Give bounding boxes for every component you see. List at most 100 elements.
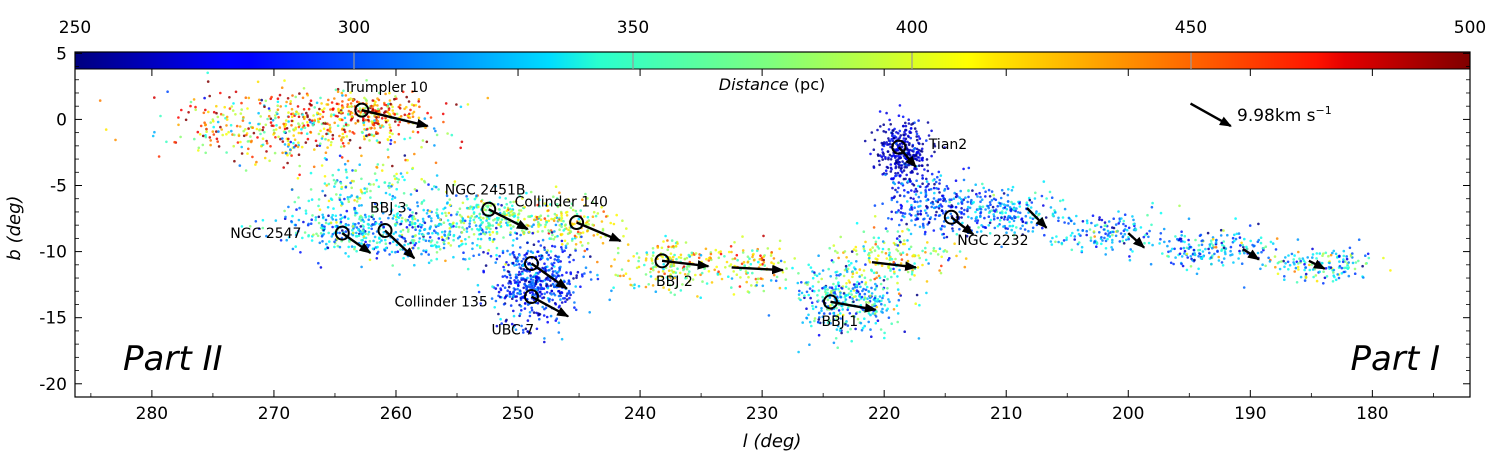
star-point [433, 229, 436, 232]
star-point [829, 322, 832, 325]
star-point [573, 301, 576, 304]
star-point [1197, 254, 1200, 258]
star-point [545, 251, 549, 254]
colorbar [74, 51, 1471, 70]
star-point [544, 265, 547, 269]
star-point [413, 152, 416, 156]
star-point [412, 104, 416, 107]
star-point [975, 230, 979, 234]
star-point [285, 100, 288, 104]
star-point [894, 172, 897, 175]
star-point [472, 218, 476, 222]
star-point [1055, 235, 1058, 238]
star-point [497, 312, 500, 316]
star-point [422, 233, 425, 237]
star-point [861, 326, 865, 330]
star-point [440, 235, 444, 239]
star-point [1124, 224, 1127, 228]
star-point [626, 243, 630, 246]
star-point [220, 128, 223, 131]
star-point [854, 249, 858, 252]
star-point [399, 230, 403, 233]
star-point [746, 271, 750, 275]
star-point [1104, 239, 1108, 243]
star-point [927, 134, 931, 137]
star-point [366, 115, 370, 118]
star-point [656, 246, 660, 249]
star-point [283, 79, 286, 82]
star-point [1197, 244, 1201, 247]
star-point [1311, 268, 1315, 271]
star-point [284, 119, 288, 122]
star-point [1249, 239, 1252, 243]
star-point [870, 131, 874, 134]
star-point [322, 215, 325, 219]
star-point [759, 254, 762, 257]
star-point [360, 190, 363, 194]
star-point [1296, 238, 1300, 241]
star-point [336, 115, 339, 118]
star-point [503, 206, 507, 209]
star-point [204, 135, 208, 139]
star-point [378, 111, 381, 114]
star-point [1100, 242, 1103, 246]
star-point [563, 297, 567, 300]
star-point [797, 293, 801, 296]
star-point [1191, 258, 1194, 262]
star-point [265, 142, 269, 145]
star-point [1051, 212, 1055, 216]
star-point [660, 246, 664, 250]
star-point [165, 140, 168, 144]
star-point [495, 221, 498, 225]
star-point [560, 212, 563, 215]
star-point [350, 117, 354, 121]
star-point [1321, 261, 1324, 265]
star-point [276, 108, 280, 111]
star-point [502, 236, 505, 239]
star-point [403, 137, 406, 141]
star-point [1069, 234, 1073, 237]
star-point [530, 280, 533, 284]
star-point [291, 94, 294, 97]
star-point [290, 119, 294, 123]
star-point [882, 144, 886, 148]
star-point [309, 120, 312, 124]
star-point [537, 272, 540, 275]
star-point [615, 213, 618, 217]
star-point [905, 148, 909, 151]
star-point [913, 274, 916, 277]
star-point [822, 312, 826, 315]
star-point [888, 118, 891, 122]
star-point [807, 313, 810, 317]
star-point [573, 234, 577, 238]
star-point [911, 182, 914, 186]
star-point [862, 269, 866, 272]
star-point [553, 274, 556, 278]
star-point [206, 80, 210, 83]
star-point [1034, 191, 1037, 195]
star-point [939, 174, 943, 177]
star-point [1366, 252, 1370, 256]
star-point [407, 207, 410, 210]
star-point [553, 285, 556, 288]
star-point [585, 247, 589, 251]
star-point [511, 213, 514, 216]
star-point [896, 190, 899, 194]
star-point [386, 105, 390, 108]
star-point [896, 230, 900, 233]
star-point [798, 289, 801, 293]
star-point [752, 258, 756, 262]
star-point [402, 206, 406, 209]
star-point [1338, 254, 1341, 258]
star-point [441, 112, 445, 116]
star-point [523, 302, 527, 305]
star-point [538, 294, 542, 298]
star-point [429, 225, 433, 228]
star-point [644, 273, 648, 276]
star-point [903, 130, 906, 134]
star-point [1042, 204, 1045, 207]
star-point [380, 169, 384, 172]
star-point [332, 207, 335, 210]
star-point [331, 225, 334, 229]
star-point [796, 281, 800, 285]
